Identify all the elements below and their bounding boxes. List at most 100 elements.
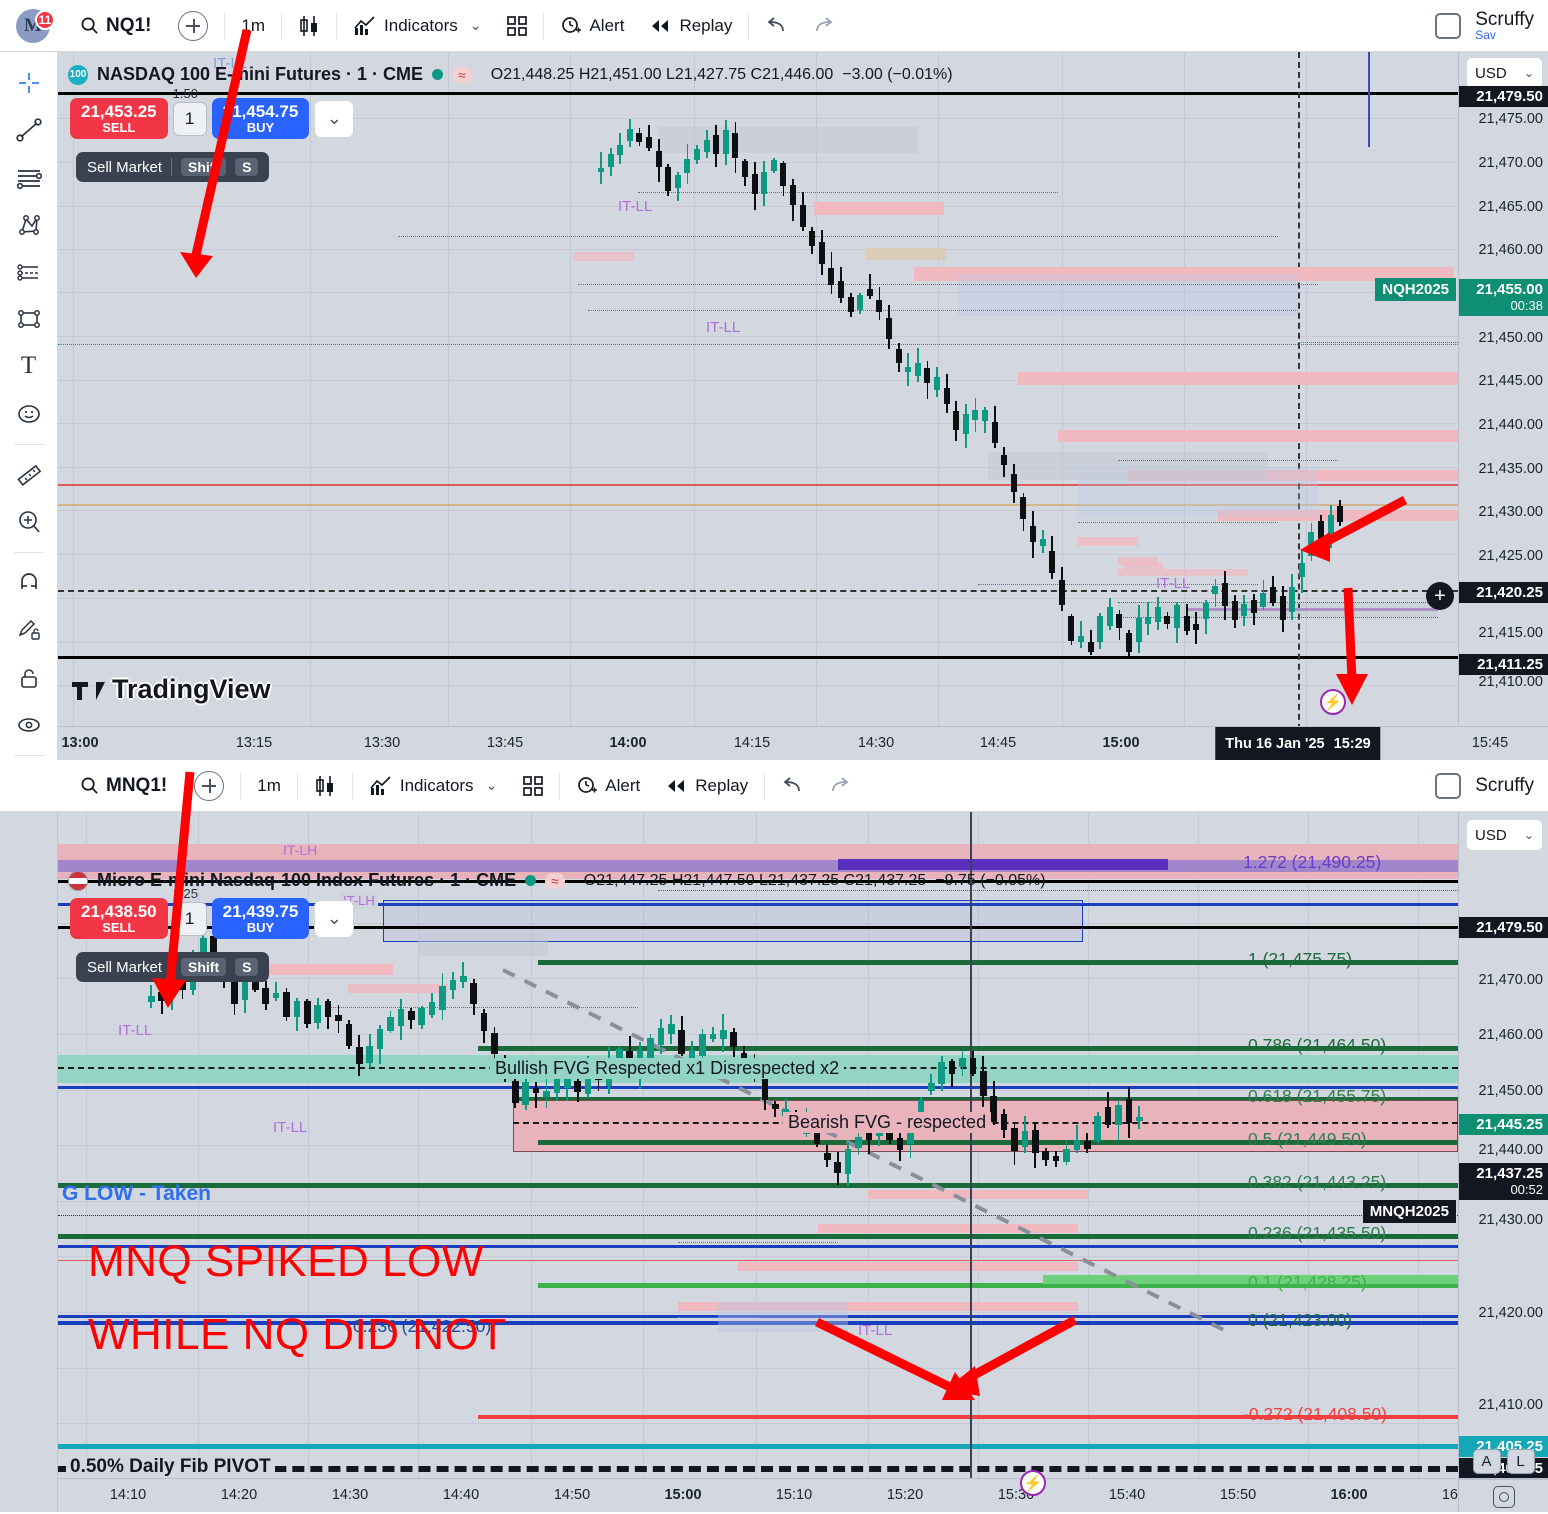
layouts-button-mnq[interactable] xyxy=(510,769,556,803)
symbol-search-mnq[interactable]: MNQ1! xyxy=(66,775,181,797)
gann-pattern-icon[interactable] xyxy=(7,204,51,246)
candle xyxy=(953,410,960,430)
sell-button-nq[interactable]: 21,453.25 SELL xyxy=(70,98,168,140)
price-axis-mnq[interactable]: USD ⌄ 21,479.50 21,470.00 21,460.00 21,4… xyxy=(1458,812,1548,1512)
cursor-price-plus-button-nq[interactable]: + xyxy=(1426,582,1454,610)
redo-button-mnq[interactable] xyxy=(816,769,864,803)
alert-button-mnq[interactable]: Alert xyxy=(563,769,653,803)
fib-label-0: 0 (21,423.00) xyxy=(1248,1310,1353,1330)
zone-grey-small xyxy=(418,932,548,956)
plot-area-nq[interactable]: IT-LL IT-LL IT-LL IT-LL NQH2025 ⚡ Tradin… xyxy=(58,52,1458,760)
candle xyxy=(730,1031,737,1048)
candle xyxy=(828,267,835,285)
order-widget-nq[interactable]: 21,453.25 SELL 1.50 1 21,454.75 BUY ⌄ xyxy=(70,86,355,140)
drawing-toolbar-mnq[interactable] xyxy=(0,812,58,1512)
drawing-toolbar-nq[interactable]: T xyxy=(0,52,58,760)
log-scale-button-mnq[interactable]: L xyxy=(1506,1449,1535,1474)
buy-button-mnq[interactable]: 21,439.75 BUY xyxy=(211,898,310,940)
account-avatar-wrap[interactable]: M 11 xyxy=(0,8,66,43)
candle xyxy=(1030,525,1036,543)
currency-select-mnq[interactable]: USD ⌄ xyxy=(1467,820,1542,850)
fib-retracement-icon[interactable] xyxy=(7,156,51,198)
interval-button-nq[interactable]: 1m xyxy=(241,15,266,35)
chevron-down-icon: ⌄ xyxy=(1523,66,1534,80)
chart-pane-mnq[interactable]: 1.272 (21,490.25) 1 (21,475.75) 0.786 (2… xyxy=(0,812,1548,1512)
plot-area-mnq[interactable]: 1.272 (21,490.25) 1 (21,475.75) 0.786 (2… xyxy=(58,812,1458,1512)
replay-marker-icon-mnq[interactable]: ⚡ xyxy=(1020,1470,1046,1496)
chart-style-button-mnq[interactable] xyxy=(301,769,349,803)
account-label-mnq[interactable]: Scruffy xyxy=(1475,775,1534,796)
add-symbol-button-nq[interactable] xyxy=(165,9,221,43)
symbol-search-nq[interactable]: NQ1! xyxy=(66,15,165,37)
account-save-link[interactable]: Sav xyxy=(1475,28,1496,42)
candle xyxy=(818,241,825,264)
interval-button-mnq[interactable]: 1m xyxy=(257,775,281,795)
time-axis-mnq[interactable]: 14:10 14:20 14:30 14:40 14:50 15:00 15:1… xyxy=(58,1478,1548,1512)
lock-icon[interactable] xyxy=(7,657,51,699)
chart-legend-nq: 100 NASDAQ 100 E-mini Futures · 1 · CME … xyxy=(68,64,953,85)
save-layout-button-nq[interactable] xyxy=(1435,12,1462,39)
dotted-grey-line xyxy=(1298,342,1458,343)
replay-button-mnq[interactable]: Replay xyxy=(653,769,761,803)
qty-input-mnq[interactable]: 1 xyxy=(172,901,207,936)
candle xyxy=(647,1038,654,1059)
qty-stepper-nq[interactable]: 1.50 1 xyxy=(172,86,207,136)
alert-button-nq[interactable]: Alert xyxy=(547,9,637,43)
undo-button-mnq[interactable] xyxy=(768,769,816,803)
price-axis-nq[interactable]: USD ⌄ 21,479.50 21,475.00 21,470.00 21,4… xyxy=(1458,52,1548,760)
zone-pink xyxy=(914,267,1454,281)
order-widget-mnq[interactable]: 21,438.50 SELL 1.25 1 21,439.75 BUY ⌄ xyxy=(70,886,355,940)
indicators-button-nq[interactable]: Indicators ⌄ xyxy=(340,9,494,43)
notification-badge[interactable]: 11 xyxy=(35,9,55,30)
dotted-grey-line xyxy=(1118,460,1338,461)
undo-button-nq[interactable] xyxy=(752,9,800,43)
buy-button-nq[interactable]: 21,454.75 BUY xyxy=(211,98,310,140)
price-tick: 21,460.00 xyxy=(1478,1027,1543,1043)
measure-ruler-icon[interactable] xyxy=(7,454,51,496)
order-menu-button-mnq[interactable]: ⌄ xyxy=(314,899,355,938)
candle xyxy=(943,387,950,405)
rectangle-icon[interactable] xyxy=(7,298,51,340)
us-flag-icon xyxy=(68,870,88,891)
account-label-nq[interactable]: Scruffy Sav xyxy=(1475,10,1534,41)
cursor-cross-icon[interactable] xyxy=(7,62,51,104)
chevron-down-icon[interactable]: ⌄ xyxy=(485,777,498,793)
currency-select-nq[interactable]: USD ⌄ xyxy=(1467,58,1542,88)
zone-pink xyxy=(1123,562,1163,570)
time-axis-nq[interactable]: 13:00 13:15 13:30 13:45 14:00 14:15 14:3… xyxy=(58,726,1548,760)
indicators-button-mnq[interactable]: Indicators ⌄ xyxy=(356,769,510,803)
text-tool-icon[interactable]: T xyxy=(20,352,37,380)
candle xyxy=(1021,1131,1029,1148)
replay-marker-icon[interactable]: ⚡ xyxy=(1320,689,1346,715)
dotted-grey xyxy=(678,1242,838,1243)
candle xyxy=(480,1012,488,1032)
candle xyxy=(694,148,700,160)
save-layout-button-mnq[interactable] xyxy=(1435,772,1462,799)
drawing-lock-icon[interactable] xyxy=(7,609,51,651)
chart-style-button-nq[interactable] xyxy=(285,9,333,43)
sell-button-mnq[interactable]: 21,438.50 SELL xyxy=(70,898,168,940)
replay-button-nq[interactable]: Replay xyxy=(637,9,745,43)
prediction-icon[interactable] xyxy=(7,251,51,293)
chart-pane-nq[interactable]: T xyxy=(0,52,1548,760)
redo-button-nq[interactable] xyxy=(800,9,848,43)
auto-scale-button-mnq[interactable]: A xyxy=(1472,1449,1501,1474)
price-tag-last-nq: 21,455.00 00:38 xyxy=(1459,279,1548,316)
trend-line-icon[interactable] xyxy=(7,109,51,151)
qty-input-nq[interactable]: 1 xyxy=(172,101,207,136)
eye-icon[interactable] xyxy=(7,704,51,746)
emoji-icon[interactable] xyxy=(7,393,51,435)
candle xyxy=(678,1030,685,1054)
magnet-icon[interactable] xyxy=(7,562,51,604)
order-menu-button-nq[interactable]: ⌄ xyxy=(314,99,355,138)
layouts-button-nq[interactable] xyxy=(494,9,540,43)
time-axis-settings-mnq[interactable] xyxy=(1458,1479,1548,1512)
candle xyxy=(1174,604,1180,629)
alarm-clock-icon xyxy=(578,776,598,793)
qty-stepper-mnq[interactable]: 1.25 1 xyxy=(172,886,207,936)
candle xyxy=(1126,632,1132,652)
zone-pink xyxy=(738,1262,1078,1271)
zoom-in-icon[interactable] xyxy=(7,501,51,543)
add-symbol-button-mnq[interactable] xyxy=(181,769,237,803)
chevron-down-icon[interactable]: ⌄ xyxy=(469,17,482,33)
